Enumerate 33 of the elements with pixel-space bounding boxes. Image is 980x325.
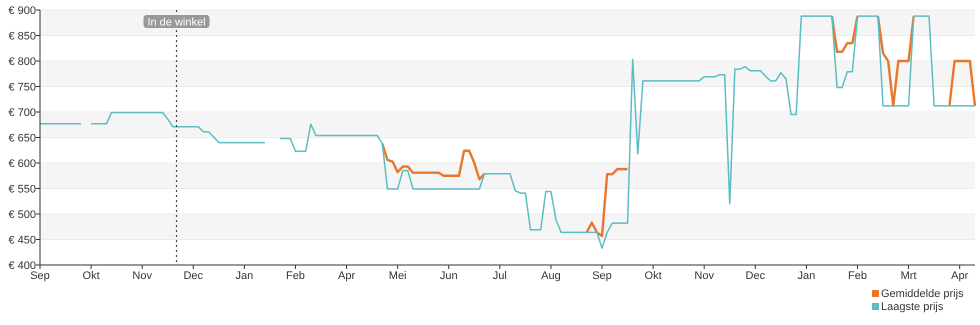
y-tick-label: € 850 xyxy=(8,30,36,42)
legend-label: Gemiddelde prijs xyxy=(881,288,964,300)
x-tick-label: Jul xyxy=(492,270,507,282)
x-tick-label: Sep xyxy=(30,270,50,282)
x-tick-label: Nov xyxy=(694,270,714,282)
x-tick-label: Mei xyxy=(388,270,407,282)
x-tick-label: Apr xyxy=(338,270,356,282)
x-tick-label: Feb xyxy=(286,270,305,282)
y-tick-label: € 800 xyxy=(8,56,36,68)
x-tick-label: Dec xyxy=(183,270,204,282)
y-tick-label: € 450 xyxy=(8,234,36,246)
x-tick-label: Apr xyxy=(951,270,969,282)
annotation: In de winkel xyxy=(147,16,206,28)
x-tick-label: Sep xyxy=(592,270,612,282)
y-tick-label: € 750 xyxy=(8,82,36,94)
x-tick-label: Jan xyxy=(235,270,254,282)
x-tick-label: Dec xyxy=(746,270,766,282)
legend-label: Laagste prijs xyxy=(881,301,944,313)
x-tick-label: Okt xyxy=(82,270,100,282)
y-tick-label: € 550 xyxy=(8,184,36,196)
y-tick-label: € 400 xyxy=(8,260,36,272)
x-tick-label: Nov xyxy=(132,270,152,282)
x-tick-label: Okt xyxy=(644,270,662,282)
x-tick-label: Jun xyxy=(440,270,458,282)
x-tick-label: Jan xyxy=(798,270,816,282)
x-tick-label: Mrt xyxy=(900,270,917,282)
y-tick-label: € 650 xyxy=(8,132,36,144)
x-tick-label: Feb xyxy=(848,270,867,282)
x-tick-label: Aug xyxy=(541,270,561,282)
y-tick-label: € 900 xyxy=(8,5,36,17)
y-tick-label: € 600 xyxy=(8,158,36,170)
y-tick-label: € 700 xyxy=(8,107,36,119)
y-tick-label: € 500 xyxy=(8,209,36,221)
